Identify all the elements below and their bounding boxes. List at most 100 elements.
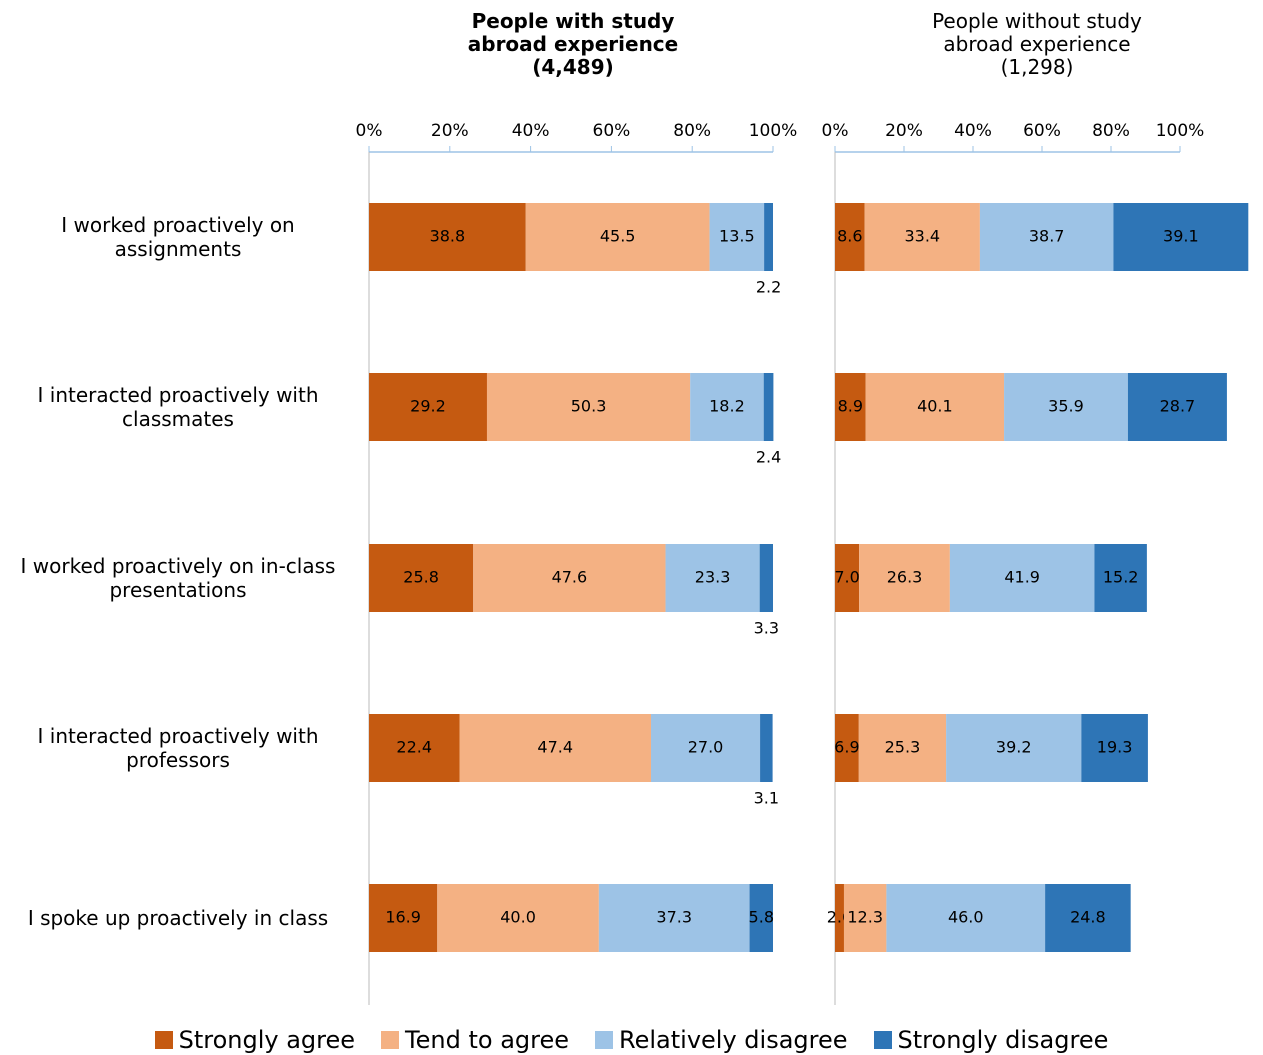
- bar-segment: [749, 884, 773, 952]
- legend-swatch: [381, 1031, 400, 1049]
- bar-segment: [437, 884, 599, 952]
- data-label: 25.3: [885, 738, 921, 757]
- data-label: 8.6: [837, 227, 862, 246]
- data-label: 40.0: [500, 908, 536, 927]
- bar-segment: [835, 714, 859, 782]
- category-label: I spoke up proactively in class: [27, 906, 329, 930]
- data-label: 16.9: [385, 908, 421, 927]
- data-label: 40.1: [917, 397, 953, 416]
- x-tick-label: 0%: [356, 121, 383, 141]
- bar-segment: [369, 544, 474, 612]
- bar-segment: [473, 544, 666, 612]
- x-tick-label: 100%: [749, 121, 798, 141]
- x-tick-label: 80%: [673, 121, 711, 141]
- legend-item: Strongly agree: [154, 1026, 356, 1054]
- data-label: 2.2: [756, 278, 781, 297]
- data-label: 26.3: [887, 568, 923, 587]
- data-label: 37.3: [656, 908, 692, 927]
- bar-segment: [763, 373, 774, 441]
- data-label: 3.1: [754, 789, 779, 808]
- bar-segment: [650, 714, 761, 782]
- bar-segment: [459, 714, 651, 782]
- data-label: 27.0: [688, 738, 724, 757]
- bar-segment: [843, 884, 887, 952]
- x-tick-label: 0%: [822, 121, 849, 141]
- bar-segment: [949, 544, 1095, 612]
- bar-segment: [835, 544, 860, 612]
- data-label: 22.4: [396, 738, 432, 757]
- x-tick-label: 20%: [885, 121, 923, 141]
- legend-swatch: [595, 1031, 614, 1049]
- category-label: I interacted proactively with classmates: [37, 383, 319, 431]
- legend-label: Strongly disagree: [897, 1026, 1109, 1054]
- bar-segment: [486, 373, 691, 441]
- data-label: 39.2: [996, 738, 1032, 757]
- bar-segment: [1094, 544, 1147, 612]
- legend-item: Strongly disagree: [873, 1026, 1109, 1054]
- x-tick-label: 60%: [1023, 121, 1061, 141]
- data-label: 8.9: [838, 397, 863, 416]
- bar-segment: [1081, 714, 1148, 782]
- x-tick-label: 100%: [1156, 121, 1205, 141]
- bar-segment: [864, 203, 980, 271]
- data-label: 38.8: [430, 227, 466, 246]
- legend-item: Relatively disagree: [595, 1026, 848, 1054]
- legend-swatch: [873, 1031, 892, 1049]
- category-label: I worked proactively on assignments: [61, 213, 295, 261]
- data-label: 6.9: [834, 738, 859, 757]
- data-label: 33.4: [904, 227, 940, 246]
- data-label: 5.8: [749, 908, 774, 927]
- bar-segment: [760, 714, 773, 782]
- data-label: 13.5: [719, 227, 755, 246]
- bar-segment: [1045, 884, 1131, 952]
- x-tick-label: 60%: [593, 121, 631, 141]
- data-label: 25.8: [403, 568, 439, 587]
- bar-segment: [665, 544, 760, 612]
- bar-segment: [369, 884, 438, 952]
- data-label: 3.3: [754, 619, 779, 638]
- bar-segment: [1113, 203, 1249, 271]
- data-label: 18.2: [709, 397, 745, 416]
- data-label: 39.1: [1163, 227, 1199, 246]
- data-label: 38.7: [1029, 227, 1065, 246]
- data-label: 47.6: [552, 568, 588, 587]
- bar-segment: [369, 714, 460, 782]
- data-label: 24.8: [1070, 908, 1106, 927]
- bar-segment: [759, 544, 773, 612]
- legend: Strongly agree Tend to agree Relatively di…: [0, 1026, 1263, 1054]
- bar-segment: [835, 203, 865, 271]
- bar-segment: [946, 714, 1082, 782]
- bar-segment: [598, 884, 750, 952]
- bar-segment: [979, 203, 1114, 271]
- data-label: 2.4: [756, 448, 781, 467]
- data-label: 46.0: [948, 908, 984, 927]
- legend-label: Strongly agree: [178, 1026, 356, 1054]
- data-label: 7.0: [834, 568, 859, 587]
- bar-segment: [1127, 373, 1227, 441]
- bar-segment: [369, 203, 526, 271]
- bar-segment: [886, 884, 1046, 952]
- bar-segment: [709, 203, 765, 271]
- data-label: 45.5: [600, 227, 636, 246]
- category-label: I interacted proactively with professors: [37, 724, 319, 772]
- bar-segment: [1004, 373, 1128, 441]
- panel-title: People with study abroad experience (4,4…: [467, 9, 679, 79]
- data-label: 19.3: [1097, 738, 1133, 757]
- data-label: 28.7: [1160, 397, 1196, 416]
- category-label: I worked proactively on in-class present…: [20, 554, 336, 602]
- legend-item: Tend to agree: [381, 1026, 569, 1054]
- bar-segment: [764, 203, 773, 271]
- data-label: 23.3: [695, 568, 731, 587]
- legend-swatch: [154, 1031, 173, 1049]
- data-label: 35.9: [1048, 397, 1084, 416]
- bar-segment: [858, 714, 947, 782]
- x-tick-label: 80%: [1092, 121, 1130, 141]
- bar-segment: [835, 373, 866, 441]
- bar-segment: [835, 884, 844, 952]
- bar-segment: [369, 373, 487, 441]
- x-tick-label: 40%: [954, 121, 992, 141]
- data-label: 50.3: [571, 397, 607, 416]
- legend-label: Tend to agree: [405, 1026, 570, 1054]
- data-label: 47.4: [537, 738, 573, 757]
